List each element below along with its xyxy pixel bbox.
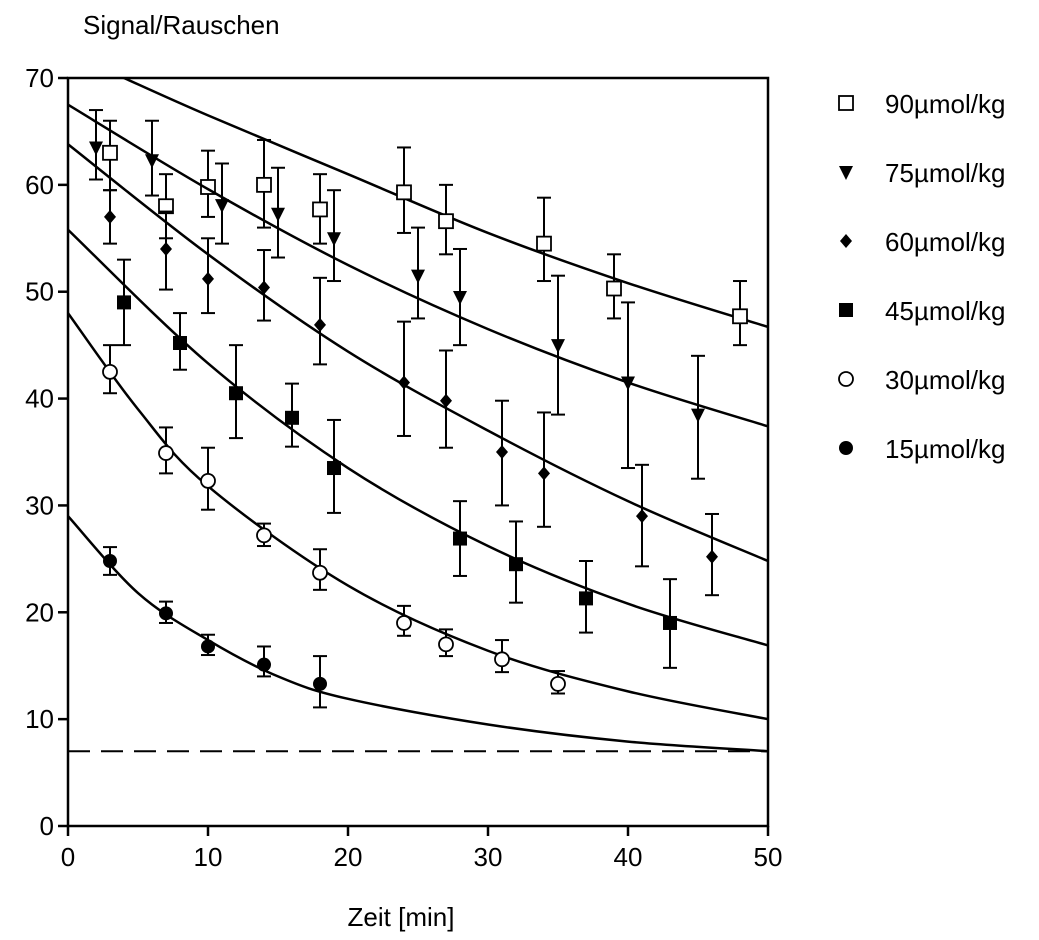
y-tick-label: 50: [25, 277, 54, 307]
data-point-75-mol-kg: [691, 408, 705, 423]
data-point-45-mol-kg: [173, 336, 187, 351]
data-point-15-mol-kg: [257, 657, 271, 672]
y-tick-label: 0: [40, 811, 54, 841]
data-point-60-mol-kg: [440, 393, 452, 408]
data-point-90-mol-kg: [312, 201, 328, 218]
data-point-30-mol-kg: [256, 527, 272, 544]
data-point-15-mol-kg: [313, 676, 327, 691]
data-point-45-mol-kg: [327, 461, 341, 476]
data-point-75-mol-kg: [89, 141, 103, 156]
data-point-90-mol-kg: [256, 176, 272, 193]
data-point-30-mol-kg: [494, 651, 510, 668]
y-tick-label: 30: [25, 490, 54, 520]
data-point-45-mol-kg: [509, 557, 523, 572]
x-tick-label: 30: [474, 842, 503, 872]
y-tick-label: 40: [25, 384, 54, 414]
data-point-90-mol-kg: [396, 184, 412, 201]
y-tick-label: 70: [25, 63, 54, 93]
data-point-30-mol-kg: [550, 675, 566, 692]
legend-label-30-mol-kg: 30µmol/kg: [885, 365, 1005, 395]
data-point-15-mol-kg: [201, 639, 215, 654]
data-point-75-mol-kg: [215, 199, 229, 214]
data-point-30-mol-kg: [438, 636, 454, 653]
plot-frame: [66, 76, 770, 828]
data-point-75-mol-kg: [271, 207, 285, 222]
data-point-90-mol-kg: [536, 235, 552, 252]
legend-marker-15-mol-kg: [839, 441, 853, 455]
data-point-75-mol-kg: [621, 376, 635, 391]
data-point-60-mol-kg: [496, 445, 508, 459]
data-point-30-mol-kg: [396, 615, 412, 631]
data-point-75-mol-kg: [551, 339, 565, 354]
x-tick-label: 0: [61, 842, 75, 872]
data-point-90-mol-kg: [732, 308, 748, 325]
y-tick-label: 60: [25, 170, 54, 200]
fit-curve-90-mol-kg: [123, 78, 768, 329]
legend-label-45-mol-kg: 45µmol/kg: [885, 296, 1005, 326]
data-point-45-mol-kg: [663, 615, 677, 630]
legend-marker-30-mol-kg: [838, 371, 854, 387]
fit-curve-15-mol-kg: [68, 515, 768, 753]
data-point-60-mol-kg: [202, 271, 214, 286]
legend: 90µmol/kg 75µmol/kg 60µmol/kg 45µmol/kg 30µm…: [838, 89, 1005, 464]
data-point-75-mol-kg: [453, 291, 467, 306]
data-point-75-mol-kg: [145, 154, 159, 169]
data-point-60-mol-kg: [104, 209, 116, 224]
fit-curve-30-mol-kg: [68, 312, 768, 721]
data-point-60-mol-kg: [258, 280, 270, 295]
legend-marker-75-mol-kg: [839, 166, 853, 180]
x-axis-label: Zeit [min]: [348, 902, 455, 932]
data-point-45-mol-kg: [453, 531, 467, 546]
data-point-75-mol-kg: [411, 269, 425, 284]
y-axis-label: Signal/Rauschen: [83, 10, 280, 40]
data-point-30-mol-kg: [158, 445, 174, 461]
data-point-45-mol-kg: [285, 410, 299, 425]
x-tick-label: 50: [754, 842, 783, 872]
data-point-90-mol-kg: [606, 280, 622, 297]
data-point-30-mol-kg: [312, 564, 328, 581]
legend-label-90-mol-kg: 90µmol/kg: [885, 89, 1005, 119]
data-point-30-mol-kg: [200, 472, 216, 489]
data-point-15-mol-kg: [159, 606, 173, 621]
data-point-75-mol-kg: [327, 232, 341, 247]
data-point-60-mol-kg: [314, 317, 326, 332]
data-point-60-mol-kg: [160, 241, 172, 256]
data-point-60-mol-kg: [636, 509, 648, 524]
data-point-90-mol-kg: [102, 144, 118, 161]
data-point-45-mol-kg: [579, 591, 593, 606]
y-tick-label: 20: [25, 597, 54, 627]
legend-label-15-mol-kg: 15µmol/kg: [885, 434, 1005, 464]
data-point-45-mol-kg: [117, 295, 131, 310]
data-point-90-mol-kg: [438, 213, 454, 230]
x-tick-label: 20: [334, 842, 363, 872]
legend-label-75-mol-kg: 75µmol/kg: [885, 158, 1005, 188]
legend-marker-45-mol-kg: [839, 303, 853, 317]
data-point-60-mol-kg: [706, 549, 718, 564]
data-point-60-mol-kg: [398, 375, 410, 390]
legend-label-60-mol-kg: 60µmol/kg: [885, 227, 1005, 257]
data-point-60-mol-kg: [538, 466, 550, 481]
data-point-30-mol-kg: [102, 363, 118, 380]
plot-area: 0 10 20 30 40 50 0 10 20 30 40 50 60 70: [25, 63, 782, 872]
legend-marker-60-mol-kg: [840, 234, 852, 248]
x-tick-label: 10: [194, 842, 223, 872]
legend-marker-90-mol-kg: [838, 95, 854, 111]
data-point-45-mol-kg: [229, 386, 243, 401]
x-tick-label: 40: [614, 842, 643, 872]
y-tick-label: 10: [25, 704, 54, 734]
data-point-15-mol-kg: [103, 553, 117, 568]
